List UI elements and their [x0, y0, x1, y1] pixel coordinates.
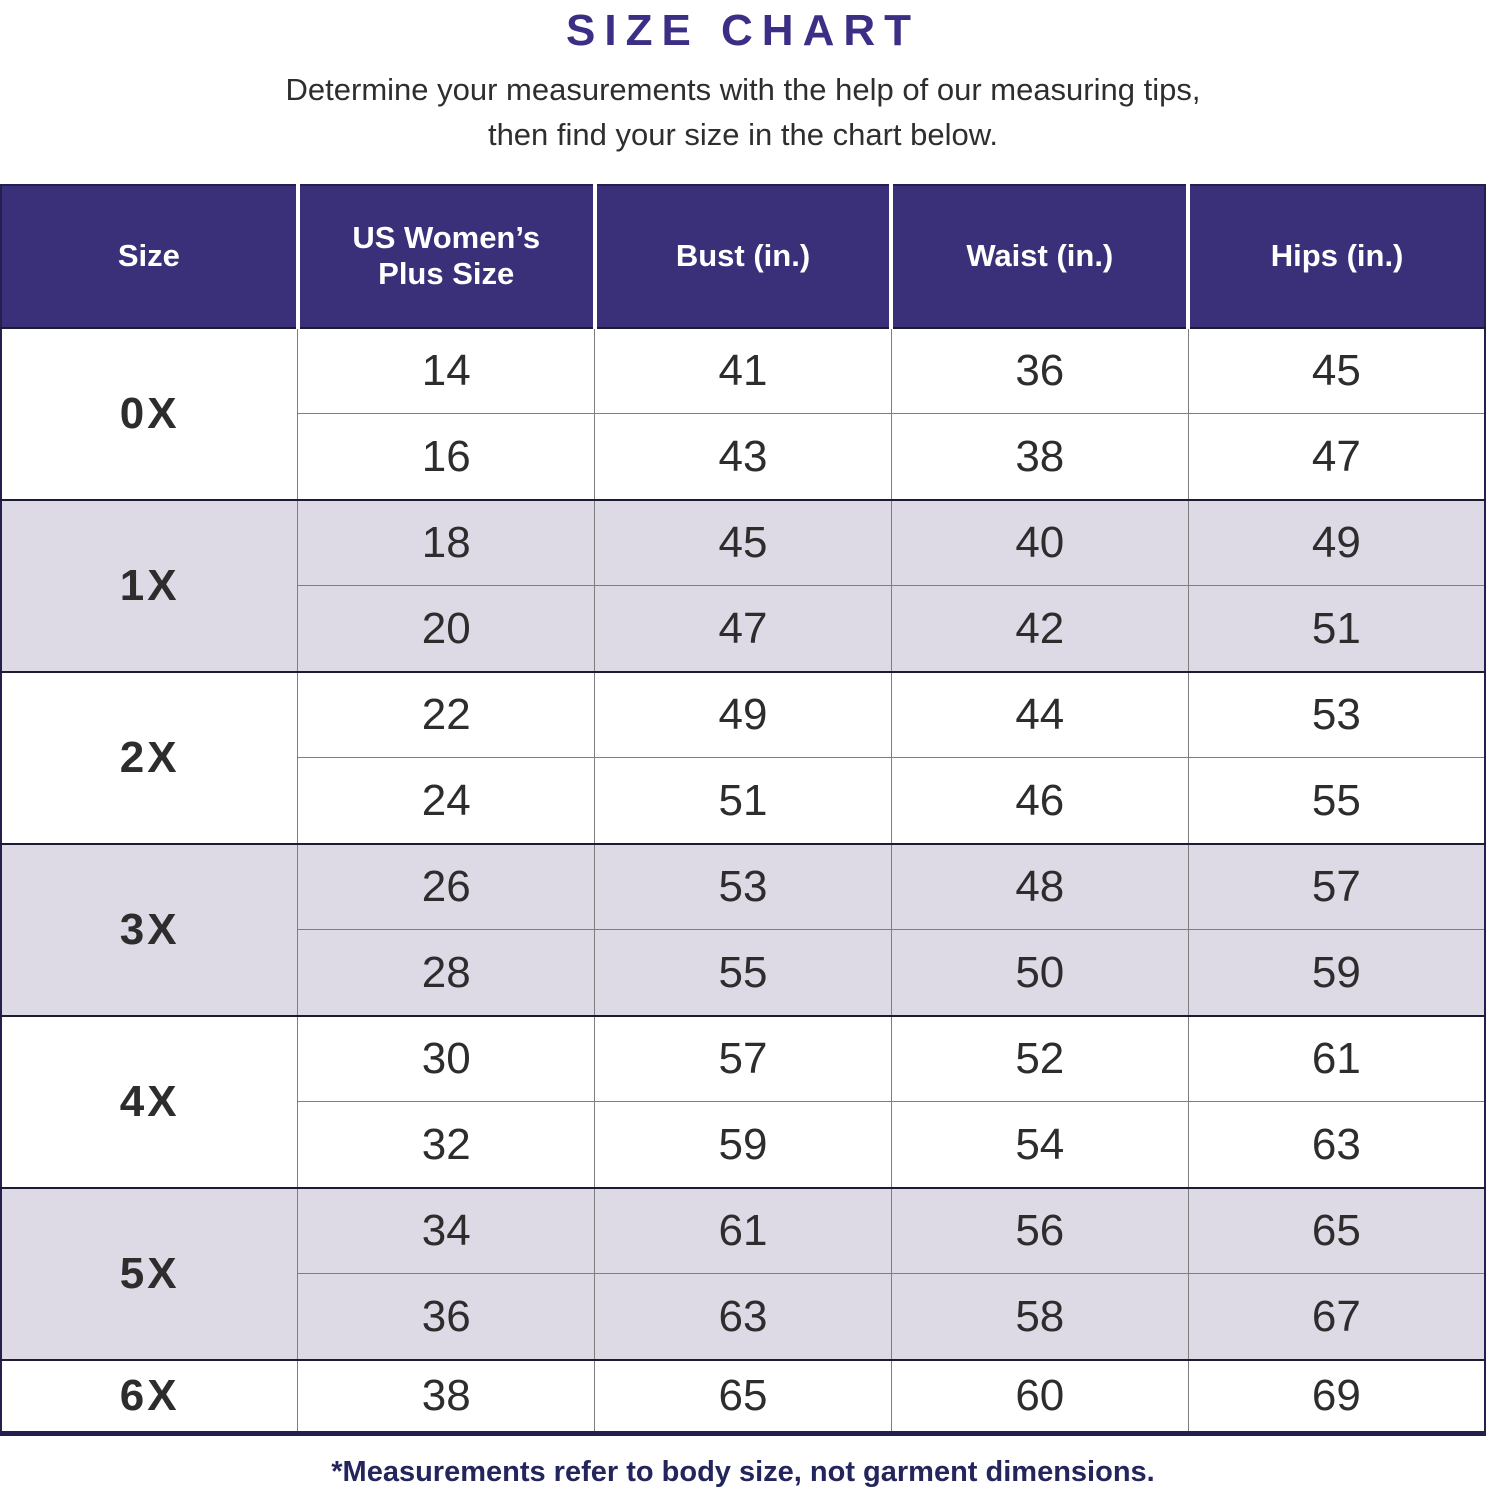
cell-bust: 43 — [594, 413, 892, 500]
table-row-4x-b: 32 59 54 63 — [1, 1101, 1485, 1188]
cell-bust: 55 — [594, 929, 892, 1016]
cell-waist: 60 — [890, 1358, 1189, 1434]
cell-waist: 36 — [890, 326, 1189, 414]
cell-bust: 45 — [594, 498, 892, 586]
cell-hips: 61 — [1187, 1014, 1485, 1102]
cell-plus-size: 22 — [297, 670, 595, 758]
cell-waist: 48 — [890, 842, 1189, 930]
cell-hips: 59 — [1187, 929, 1485, 1016]
cell-plus-size: 20 — [297, 585, 595, 672]
cell-waist: 52 — [890, 1014, 1189, 1102]
table-row-4x-a: 4X 30 57 52 61 — [1, 1014, 1485, 1188]
cell-plus-size: 28 — [297, 929, 595, 1016]
cell-hips: 57 — [1187, 842, 1485, 930]
cell-hips: 51 — [1187, 585, 1485, 672]
cell-plus-size: 32 — [297, 1101, 595, 1188]
cell-bust: 57 — [594, 1014, 892, 1102]
size-label-4x: 4X — [1, 1014, 298, 1188]
page-title: SIZE CHART — [566, 6, 920, 55]
cell-hips: 45 — [1187, 326, 1485, 414]
cell-bust: 59 — [594, 1101, 892, 1188]
cell-waist: 44 — [890, 670, 1189, 758]
cell-bust: 41 — [594, 326, 892, 414]
cell-hips: 69 — [1187, 1358, 1485, 1434]
cell-hips: 67 — [1187, 1273, 1485, 1360]
cell-bust: 53 — [594, 842, 892, 930]
cell-hips: 53 — [1187, 670, 1485, 758]
cell-waist: 38 — [890, 413, 1189, 500]
table-row-6x: 6X 38 65 60 69 — [1, 1358, 1485, 1434]
cell-bust: 51 — [594, 757, 892, 844]
header-bust: Bust (in.) — [592, 184, 892, 328]
size-label-3x: 3X — [1, 842, 298, 1016]
cell-waist: 50 — [890, 929, 1189, 1016]
cell-plus-size: 30 — [297, 1014, 595, 1102]
page-subtitle: Determine your measurements with the hel… — [285, 72, 1201, 152]
table-row-0x-b: 16 43 38 47 — [1, 413, 1485, 500]
cell-bust: 63 — [594, 1273, 892, 1360]
size-label-2x: 2X — [1, 670, 298, 844]
cell-plus-size: 24 — [297, 757, 595, 844]
cell-waist: 40 — [890, 498, 1189, 586]
size-label-1x: 1X — [1, 498, 298, 672]
header-hips: Hips (in.) — [1186, 184, 1485, 328]
size-chart-table: Size US Women’s Plus Size Bust (in.) Wai… — [0, 183, 1486, 1437]
table-row-1x-a: 1X 18 45 40 49 — [1, 498, 1485, 672]
cell-waist: 42 — [890, 585, 1189, 672]
cell-bust: 61 — [594, 1186, 892, 1274]
table-row-5x-b: 36 63 58 67 — [1, 1273, 1485, 1360]
size-label-6x: 6X — [1, 1358, 298, 1434]
cell-bust: 65 — [594, 1358, 892, 1434]
cell-waist: 56 — [890, 1186, 1189, 1274]
table-row-0x-a: 0X 14 41 36 45 — [1, 326, 1485, 500]
table-header-row: Size US Women’s Plus Size Bust (in.) Wai… — [1, 184, 1485, 328]
cell-waist: 58 — [890, 1273, 1189, 1360]
cell-hips: 55 — [1187, 757, 1485, 844]
cell-hips: 49 — [1187, 498, 1485, 586]
table-row-3x-b: 28 55 50 59 — [1, 929, 1485, 1016]
cell-bust: 47 — [594, 585, 892, 672]
cell-bust: 49 — [594, 670, 892, 758]
cell-plus-size: 16 — [297, 413, 595, 500]
cell-waist: 54 — [890, 1101, 1189, 1188]
cell-plus-size: 38 — [297, 1358, 595, 1434]
header-waist: Waist (in.) — [889, 184, 1189, 328]
cell-plus-size: 14 — [297, 326, 595, 414]
cell-plus-size: 26 — [297, 842, 595, 930]
size-label-5x: 5X — [1, 1186, 298, 1360]
table-row-2x-a: 2X 22 49 44 53 — [1, 670, 1485, 844]
table-row-5x-a: 5X 34 61 56 65 — [1, 1186, 1485, 1360]
measurements-footnote: *Measurements refer to body size, not ga… — [331, 1456, 1155, 1489]
table-row-1x-b: 20 47 42 51 — [1, 585, 1485, 672]
cell-hips: 47 — [1187, 413, 1485, 500]
cell-plus-size: 18 — [297, 498, 595, 586]
cell-plus-size: 36 — [297, 1273, 595, 1360]
header-plus-size: US Women’s Plus Size — [295, 184, 595, 328]
cell-hips: 63 — [1187, 1101, 1485, 1188]
table-row-2x-b: 24 51 46 55 — [1, 757, 1485, 844]
table-row-3x-a: 3X 26 53 48 57 — [1, 842, 1485, 1016]
cell-plus-size: 34 — [297, 1186, 595, 1274]
cell-hips: 65 — [1187, 1186, 1485, 1274]
size-label-0x: 0X — [1, 326, 298, 500]
header-size: Size — [1, 184, 298, 328]
cell-waist: 46 — [890, 757, 1189, 844]
